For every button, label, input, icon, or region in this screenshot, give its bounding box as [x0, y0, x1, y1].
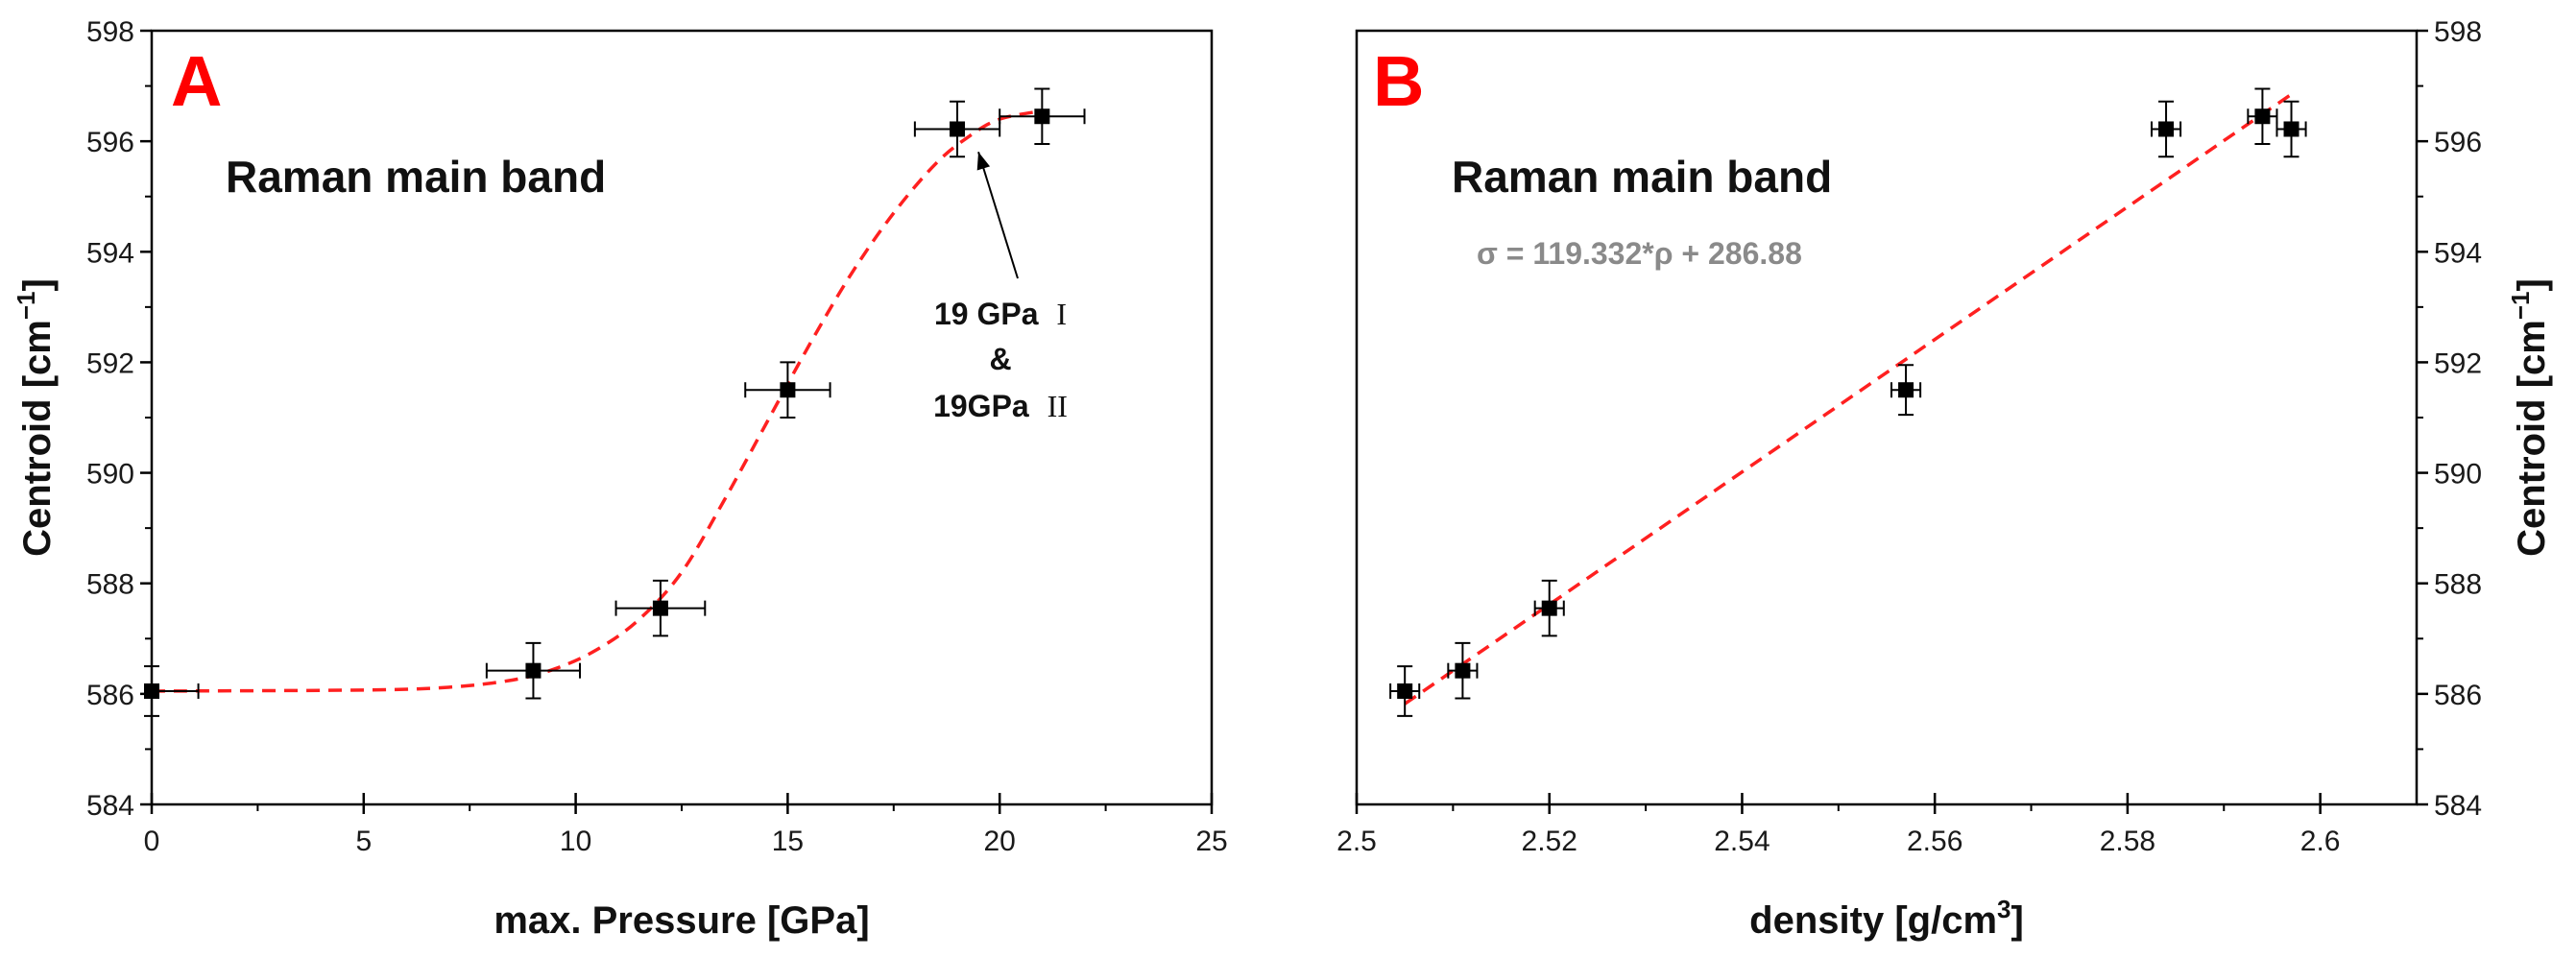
y-tick-label: 594 — [86, 237, 134, 269]
y-tick-label: 596 — [2434, 127, 2482, 158]
x-tick-label: 2.58 — [2100, 826, 2155, 857]
y-tick-label: 588 — [86, 569, 134, 601]
x-tick-label: 2.52 — [1522, 826, 1577, 857]
data-point — [1890, 364, 1922, 417]
panel-a-ticks: 0 5 10 15 20 25 584 586 588 590 592 594 596 598 — [86, 16, 1228, 857]
y-tick-label: 586 — [86, 680, 134, 711]
annotation-roman-1: I — [1056, 297, 1067, 331]
panel-b: 2.5 2.52 2.54 2.56 2.58 2.6 584 586 588 590 592 594… — [1336, 16, 2553, 942]
panel-a: 0 5 10 15 20 25 584 586 588 590 592 594 596 598 A Ram… — [12, 16, 1228, 942]
data-point — [2247, 87, 2278, 146]
square-marker — [2254, 108, 2271, 125]
annotation-line-2: 19GPa — [933, 389, 1029, 423]
y-tick-label: 584 — [86, 790, 134, 822]
x-tick-label: 10 — [560, 826, 591, 857]
data-point — [144, 665, 200, 717]
panel-a-y-axis-title: Centroid [cm−1] — [12, 278, 59, 557]
panel-b-title: Raman main band — [1452, 152, 1832, 202]
annotation-arrow — [977, 151, 1019, 279]
square-marker — [1397, 683, 1413, 699]
data-point — [744, 361, 831, 419]
y-tick-label: 586 — [2434, 680, 2482, 711]
svg-text:19 GPa I: 19 GPa I — [934, 297, 1067, 331]
y-tick-label: 596 — [86, 127, 134, 158]
x-tick-label: 2.6 — [2300, 826, 2341, 857]
svg-text:19GPa II: 19GPa II — [933, 389, 1068, 423]
square-marker — [1455, 662, 1471, 679]
panel-b-equation: σ = 119.332*ρ + 286.88 — [1477, 236, 1802, 271]
x-tick-label: 2.56 — [1907, 826, 1962, 857]
annotation-arrow-head — [976, 152, 991, 171]
square-marker — [2283, 121, 2299, 137]
data-point — [1389, 665, 1421, 717]
panel-a-annotation: 19 GPa I & 19GPa II — [933, 151, 1068, 423]
panel-b-ticks: 2.5 2.52 2.54 2.56 2.58 2.6 584 586 588 590 592 594… — [1336, 16, 2482, 857]
square-marker — [2158, 121, 2175, 137]
y-tick-label: 598 — [86, 16, 134, 48]
panel-a-x-axis-title: max. Pressure [GPa] — [494, 899, 869, 942]
x-tick-label: 25 — [1195, 826, 1227, 857]
panel-b-letter: B — [1373, 41, 1424, 121]
square-marker — [1541, 600, 1557, 616]
y-tick-label: 592 — [2434, 347, 2482, 379]
y-tick-label: 594 — [2434, 237, 2482, 269]
y-tick-label: 588 — [2434, 569, 2482, 601]
y-tick-label: 598 — [2434, 16, 2482, 48]
x-tick-label: 20 — [984, 826, 1016, 857]
x-tick-label: 2.5 — [1336, 826, 1377, 857]
square-marker — [1898, 382, 1914, 398]
annotation-ampersand: & — [989, 342, 1011, 376]
data-point — [1533, 579, 1565, 637]
panel-b-x-axis-title: density [g/cm3] — [1749, 895, 2024, 942]
x-tick-label: 2.54 — [1714, 826, 1769, 857]
panel-a-title: Raman main band — [226, 152, 606, 202]
square-marker — [144, 683, 159, 699]
data-point — [913, 100, 1001, 158]
square-marker — [525, 662, 542, 679]
data-point — [1447, 641, 1479, 700]
panel-b-frame — [1355, 29, 2419, 806]
annotation-line-1: 19 GPa — [934, 297, 1039, 331]
x-tick-label: 15 — [772, 826, 804, 857]
y-tick-label: 590 — [2434, 459, 2482, 491]
square-marker — [1034, 108, 1050, 125]
panel-b-data-points — [1389, 87, 2307, 717]
square-marker — [652, 600, 668, 616]
data-point — [2275, 100, 2307, 158]
panel-a-fit-curve — [151, 108, 1043, 693]
panel-a-data-points — [144, 87, 1086, 717]
square-marker — [950, 121, 966, 137]
square-marker — [780, 382, 796, 398]
data-point — [999, 87, 1086, 146]
x-tick-label: 0 — [144, 826, 160, 857]
data-point — [485, 641, 582, 700]
data-point — [614, 579, 707, 637]
y-tick-label: 584 — [2434, 790, 2482, 822]
annotation-roman-2: II — [1047, 389, 1068, 423]
y-tick-label: 592 — [86, 347, 134, 379]
data-point — [2151, 100, 2182, 158]
y-tick-label: 590 — [86, 459, 134, 491]
x-tick-label: 5 — [355, 826, 372, 857]
panel-a-letter: A — [171, 41, 222, 121]
panel-b-y-axis-title: Centroid [cm−1] — [2506, 278, 2553, 557]
